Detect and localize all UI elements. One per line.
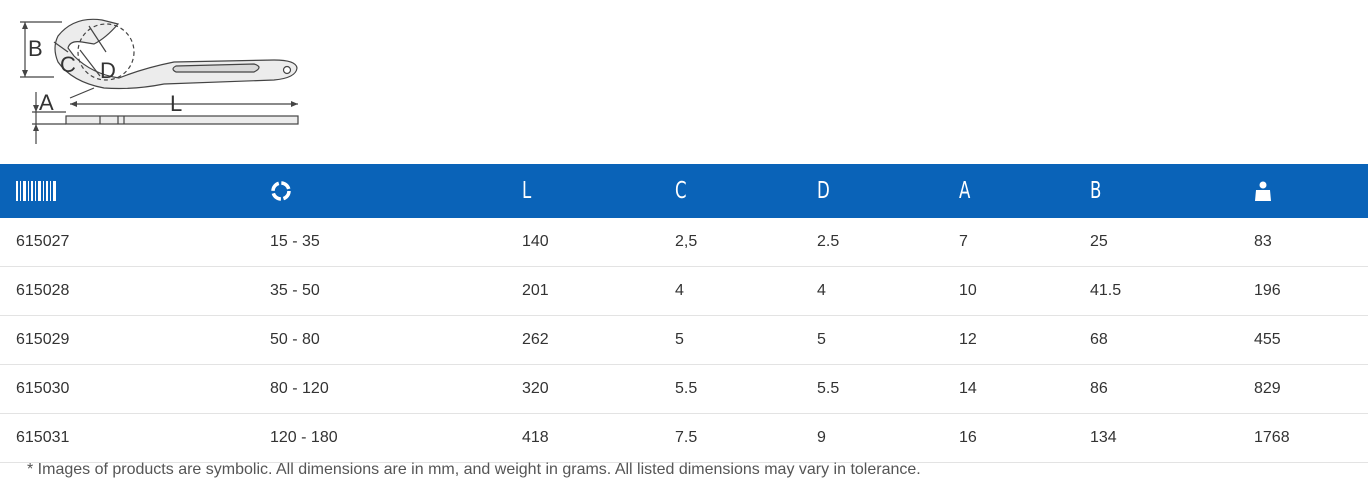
col-a-header[interactable]: A	[959, 164, 975, 218]
table-header: L C D A B	[0, 164, 1368, 218]
cell-weight: 829	[1254, 380, 1281, 397]
col-c-header[interactable]: C	[675, 164, 691, 218]
cell-d: 5.5	[817, 380, 840, 397]
ring-icon	[271, 181, 291, 201]
cell-range: 35 - 50	[270, 282, 320, 299]
col-l-label: L	[522, 178, 532, 204]
diagram-label-a: A	[39, 90, 54, 115]
cell-c: 4	[675, 282, 684, 299]
cell-article: 615031	[16, 429, 70, 446]
cell-article: 615028	[16, 282, 70, 299]
cell-l: 418	[522, 429, 549, 446]
col-range-header[interactable]	[270, 164, 292, 218]
cell-l: 320	[522, 380, 549, 397]
cell-b: 86	[1090, 380, 1108, 397]
table-row: 615031 120 - 180 418 7.5 9 16 134 1768	[0, 414, 1368, 463]
cell-b: 41.5	[1090, 282, 1122, 299]
col-d-label: D	[817, 178, 830, 204]
table-row: 615028 35 - 50 201 4 4 10 41.5 196	[0, 267, 1368, 316]
table-row: 615030 80 - 120 320 5.5 5.5 14 86 829	[0, 365, 1368, 414]
col-b-label: B	[1090, 178, 1102, 204]
cell-b: 25	[1090, 233, 1108, 250]
cell-a: 14	[959, 380, 977, 397]
col-weight-header[interactable]	[1254, 164, 1272, 218]
cell-article: 615029	[16, 331, 70, 348]
cell-weight: 455	[1254, 331, 1281, 348]
cell-b: 68	[1090, 331, 1108, 348]
diagram-label-c: C	[60, 52, 76, 77]
cell-l: 140	[522, 233, 549, 250]
cell-c: 7.5	[675, 429, 698, 446]
cell-a: 12	[959, 331, 977, 348]
col-d-header[interactable]: D	[817, 164, 835, 218]
footnote: * Images of products are symbolic. All d…	[27, 461, 921, 478]
cell-article: 615027	[16, 233, 70, 250]
cell-range: 15 - 35	[270, 233, 320, 250]
col-l-header[interactable]: L	[522, 164, 535, 218]
spec-table: L C D A B 615027 15 - 35 140 2,5 2.5 7 2…	[0, 164, 1368, 463]
cell-d: 9	[817, 429, 826, 446]
cell-range: 120 - 180	[270, 429, 338, 446]
col-a-label: A	[959, 178, 971, 204]
diagram-label-d: D	[100, 58, 116, 83]
cell-d: 4	[817, 282, 826, 299]
cell-weight: 83	[1254, 233, 1272, 250]
weight-icon	[1255, 181, 1271, 201]
cell-l: 262	[522, 331, 549, 348]
table-row: 615027 15 - 35 140 2,5 2.5 7 25 83	[0, 218, 1368, 267]
cell-weight: 196	[1254, 282, 1281, 299]
table-row: 615029 50 - 80 262 5 5 12 68 455	[0, 316, 1368, 365]
col-c-label: C	[675, 178, 687, 204]
cell-a: 10	[959, 282, 977, 299]
col-b-header[interactable]: B	[1090, 164, 1106, 218]
barcode-icon	[16, 181, 56, 201]
cell-weight: 1768	[1254, 429, 1290, 446]
cell-range: 80 - 120	[270, 380, 329, 397]
cell-range: 50 - 80	[270, 331, 320, 348]
cell-l: 201	[522, 282, 549, 299]
wrench-dimension-diagram: B C D A L	[20, 18, 299, 144]
cell-d: 2.5	[817, 233, 840, 250]
diagram-label-l: L	[170, 91, 182, 116]
cell-a: 16	[959, 429, 977, 446]
col-article-header[interactable]	[16, 164, 56, 218]
cell-c: 5	[675, 331, 684, 348]
cell-c: 2,5	[675, 233, 698, 250]
cell-article: 615030	[16, 380, 70, 397]
cell-c: 5.5	[675, 380, 698, 397]
cell-d: 5	[817, 331, 826, 348]
diagram-label-b: B	[28, 36, 43, 61]
cell-b: 134	[1090, 429, 1117, 446]
cell-a: 7	[959, 233, 968, 250]
